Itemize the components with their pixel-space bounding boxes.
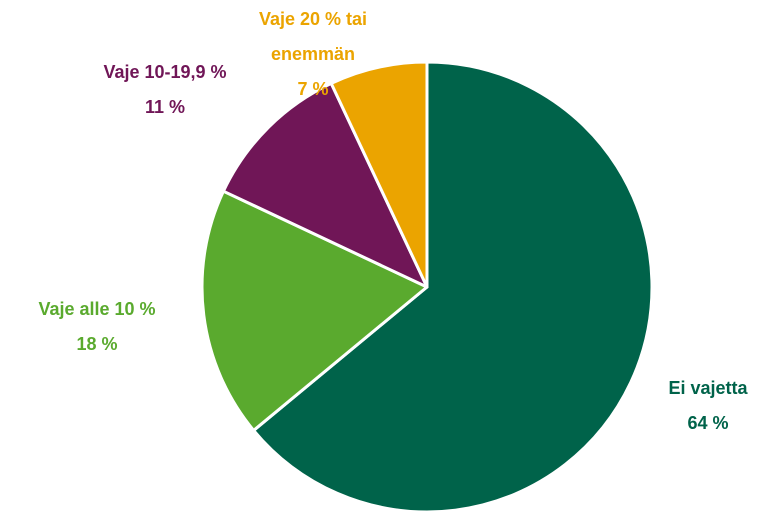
- category-label: Vaje 20 % tai enemmän: [258, 9, 368, 64]
- value-label: 18 %: [76, 334, 118, 354]
- pie-slice: [221, 81, 429, 289]
- slice-label: Vaje 10-19,9 % 11 %: [90, 55, 240, 125]
- slice-label: Ei vajetta 64 %: [643, 371, 771, 441]
- category-label: Vaje alle 10 %: [38, 299, 156, 319]
- slice-label: Vaje alle 10 % 18 %: [2, 292, 192, 362]
- pie-slice: [200, 189, 429, 432]
- value-label: 64 %: [687, 413, 729, 433]
- category-label: Ei vajetta: [668, 378, 748, 398]
- slice-label: Vaje 20 % tai enemmän 7 %: [231, 2, 396, 107]
- value-label: 11 %: [144, 97, 186, 117]
- pie-slice: [252, 60, 654, 511]
- pie-slice: [329, 60, 429, 289]
- value-label: 7 %: [297, 79, 329, 99]
- category-label: Vaje 10-19,9 %: [103, 62, 227, 82]
